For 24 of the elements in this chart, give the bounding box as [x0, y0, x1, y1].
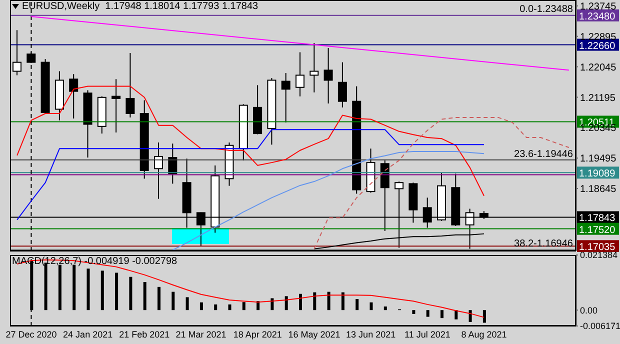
x-tick-label: 21 Mar 2021 [176, 329, 226, 340]
x-tick-label: 11 Jul 2021 [404, 329, 450, 340]
ref-line-label: 1.17520 [579, 224, 616, 236]
ref-line-label: 1.23480 [579, 11, 616, 22]
x-tick-label: 18 Apr 2021 [233, 329, 282, 340]
ref-line-label: 1.17035 [579, 242, 616, 254]
x-tick-label: 27 Dec 2020 [6, 329, 57, 340]
ref-line-label: 1.19089 [579, 168, 616, 180]
x-tick-label: 16 May 2021 [288, 329, 340, 340]
x-tick-label: 21 Feb 2021 [119, 329, 170, 340]
y-tick-label: 1.22045 [580, 62, 617, 74]
y-tick-label: 0.00 [580, 305, 598, 316]
ref-line-label: 1.22660 [579, 40, 616, 52]
annotation: 0.0-1.23488 [520, 4, 574, 16]
x-tick-label: 8 Aug 2021 [461, 329, 507, 340]
x-tick-label: 13 Jun 2021 [346, 329, 396, 340]
x-tick-label: 24 Jan 2021 [63, 329, 113, 340]
y-tick-label: -0.006171 [580, 321, 620, 332]
y-tick-label: 1.21195 [580, 92, 616, 104]
annotation: 23.6-1.19446 [514, 148, 574, 160]
y-tick-label: 1.18645 [580, 184, 617, 196]
y-tick-label: 1.19495 [580, 154, 617, 165]
ref-line-label: 1.17843 [579, 213, 616, 224]
chart-title: EURUSD,Weekly 1.17948 1.18014 1.17793 1.17843 [22, 1, 258, 12]
